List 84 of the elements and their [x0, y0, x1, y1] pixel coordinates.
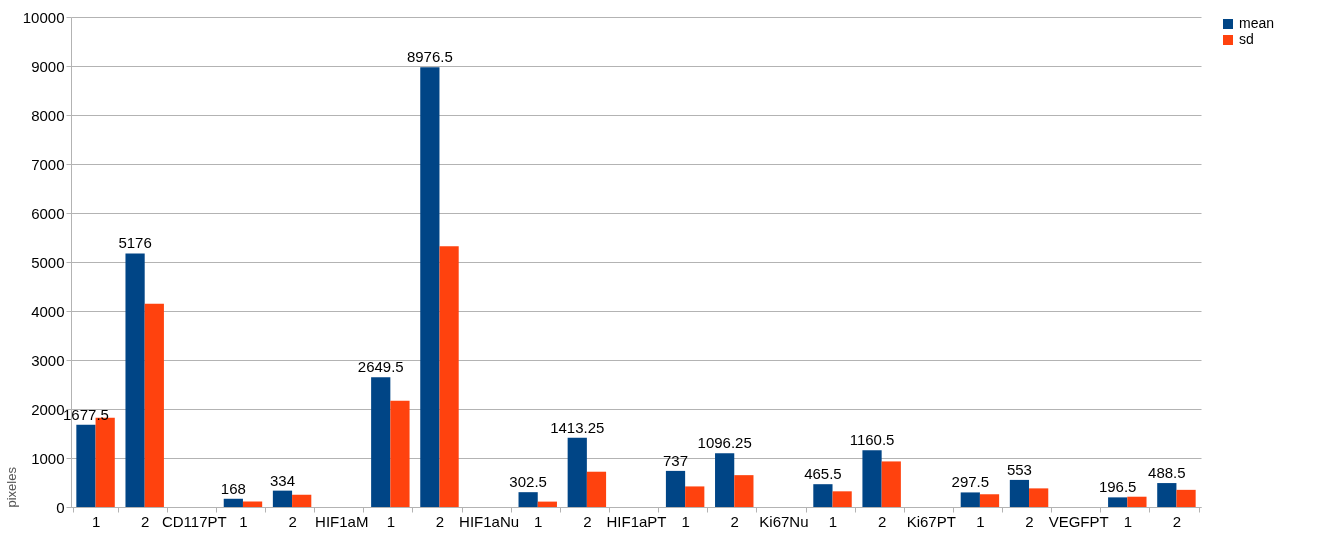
x-tick-label: 1: [828, 512, 838, 530]
y-tick-label: 2000: [31, 400, 65, 418]
bar: [960, 492, 980, 507]
data-label: 5176: [118, 234, 152, 252]
bar: [567, 437, 587, 507]
y-tick-label: 4000: [31, 302, 65, 320]
y-tick-label: 6000: [31, 204, 65, 222]
x-tick-label: 2: [435, 512, 445, 530]
bar: [862, 450, 882, 507]
x-tick-label: 2: [877, 512, 887, 530]
x-tick-label: Ki67PT: [906, 512, 956, 530]
bar: [685, 486, 705, 507]
bar: [242, 501, 263, 507]
x-tick-label: HIF1aM: [315, 512, 369, 530]
data-label: 1677.5: [63, 405, 109, 423]
data-label: 737: [663, 451, 689, 469]
data-label: 1160.5: [849, 431, 895, 449]
data-label: 8976.5: [406, 48, 453, 66]
data-label: 297.5: [951, 473, 990, 491]
x-tick-label: 2: [730, 512, 739, 530]
x-tick-label: 2: [288, 512, 297, 530]
x-tick-label: 2: [583, 512, 592, 530]
legend-label: sd: [1239, 31, 1254, 47]
data-label: 553: [1006, 460, 1032, 478]
y-tick-label: 7000: [31, 155, 65, 173]
data-label: 465.5: [804, 465, 842, 483]
bar: [1127, 496, 1147, 507]
bar: [292, 494, 312, 507]
x-tick-label: 1: [534, 512, 543, 530]
data-label: 488.5: [1148, 464, 1186, 482]
x-tick-label: CD117PT: [161, 512, 227, 530]
y-tick-label: 10000: [22, 8, 65, 26]
data-label: 168: [220, 479, 246, 497]
bar: [144, 303, 164, 507]
data-label: 1096.25: [697, 434, 752, 452]
x-tick-label: 1: [1123, 512, 1132, 530]
x-tick-label: 1: [976, 512, 985, 530]
bar: [813, 484, 833, 507]
data-label: 334: [269, 471, 295, 489]
bar: [537, 501, 557, 507]
bar: [518, 492, 538, 507]
bar: [979, 494, 1000, 507]
bar: [125, 253, 145, 507]
data-label: 1413.25: [550, 418, 605, 436]
y-axis-title: pixeles: [3, 466, 19, 508]
x-tick-label: 1: [91, 512, 101, 530]
bar: [420, 67, 440, 507]
x-tick-label: HIF1aNu: [459, 512, 520, 530]
bar: [223, 498, 243, 507]
x-tick-label: HIF1aPT: [606, 512, 667, 530]
bar: [734, 475, 754, 507]
y-tick-label: 0: [56, 498, 65, 516]
bar: [76, 424, 96, 507]
data-label: 196.5: [1098, 478, 1137, 496]
bar: [1157, 483, 1177, 507]
data-label: 302.5: [509, 473, 547, 491]
bar: [1009, 479, 1030, 507]
y-tick-label: 1000: [31, 449, 65, 467]
bar: [1176, 489, 1196, 507]
legend-label: mean: [1239, 15, 1275, 31]
data-label: 2649.5: [357, 358, 404, 376]
bar: [715, 453, 735, 507]
bar: [665, 470, 686, 507]
bar: [390, 400, 410, 507]
x-tick-label: 1: [386, 512, 396, 530]
bar: [586, 471, 607, 507]
x-tick-label: VEGFPT: [1048, 512, 1109, 530]
bar: [832, 491, 852, 507]
y-tick-label: 8000: [31, 106, 65, 124]
bar: [881, 461, 901, 507]
bar: [1029, 488, 1049, 507]
y-tick-label: 3000: [31, 351, 65, 369]
y-tick-label: 9000: [31, 57, 65, 75]
x-tick-label: 1: [239, 512, 248, 530]
x-tick-label: Ki67Nu: [759, 512, 809, 530]
bar: [371, 377, 391, 507]
bar: [439, 246, 459, 507]
bar: [272, 490, 293, 507]
y-tick-label: 5000: [31, 253, 65, 271]
x-tick-label: 1: [681, 512, 690, 530]
x-tick-label: 2: [1025, 512, 1034, 530]
x-tick-label: 2: [1172, 512, 1182, 530]
x-tick-label: 2: [141, 512, 150, 530]
bar: [1108, 497, 1128, 507]
